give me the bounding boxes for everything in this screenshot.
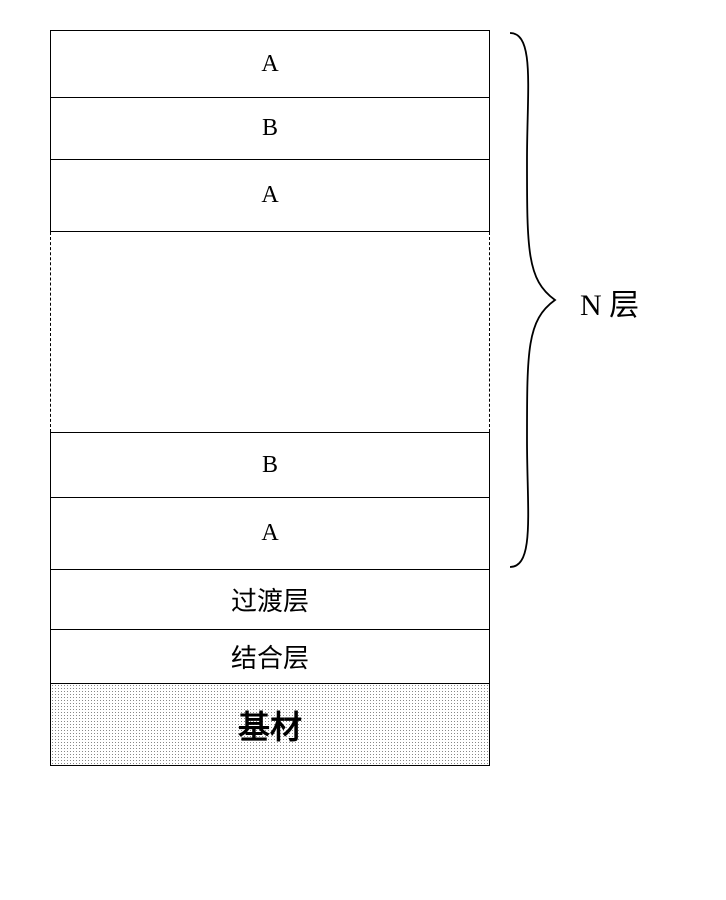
layer-label: A — [261, 182, 278, 209]
layer-stack: A B A B A 过渡层 结合层 基材 — [50, 30, 490, 766]
brace-label: N 层 — [580, 280, 639, 324]
layer-b-top: B — [50, 98, 490, 160]
layer-a-top: A — [50, 30, 490, 98]
layer-bonding: 结合层 — [50, 630, 490, 684]
layer-label: B — [262, 115, 278, 142]
layer-gap-dashed — [50, 232, 490, 432]
layer-label: B — [262, 452, 278, 479]
layer-a-bottom: A — [50, 498, 490, 570]
diagram-canvas: A B A B A 过渡层 结合层 基材 N 层 — [0, 0, 726, 900]
curly-brace — [505, 30, 565, 570]
layer-label: A — [261, 51, 278, 78]
layer-a-mid: A — [50, 160, 490, 232]
layer-label: 过渡层 — [231, 581, 309, 618]
brace-icon — [505, 30, 565, 570]
layer-b-bottom: B — [50, 432, 490, 498]
layer-label: 结合层 — [231, 638, 309, 675]
layer-transition: 过渡层 — [50, 570, 490, 630]
brace-label-text: N 层 — [580, 289, 639, 322]
layer-label: 基材 — [238, 702, 302, 748]
layer-base-substrate: 基材 — [50, 684, 490, 766]
layer-label: A — [261, 520, 278, 547]
